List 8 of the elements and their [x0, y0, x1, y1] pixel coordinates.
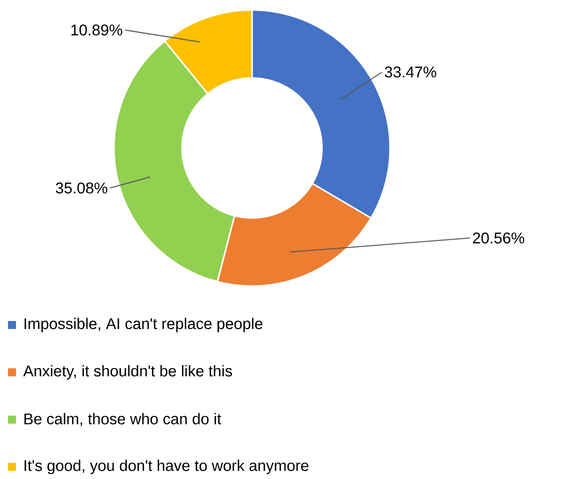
legend-label: Impossible, AI can't replace people: [24, 318, 262, 332]
legend-label: Anxiety, it shouldn't be like this: [23, 365, 232, 380]
legend-label: Be calm, those who can do it: [24, 413, 222, 426]
data-label: 35.08%: [56, 182, 108, 194]
data-label: 20.56%: [472, 232, 524, 244]
data-label: 33.47%: [384, 66, 436, 78]
legend-label: It's good, you don't have to work anymore: [24, 460, 308, 474]
data-label: 10.89%: [71, 24, 122, 36]
